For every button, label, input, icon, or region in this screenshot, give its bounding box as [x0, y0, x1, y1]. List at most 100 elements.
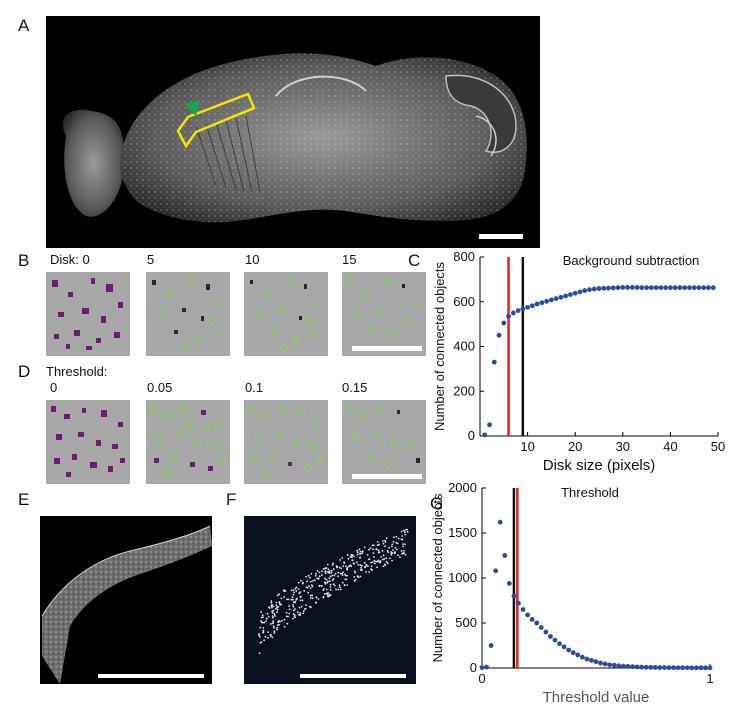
cell-dot — [283, 618, 286, 621]
cell-dot — [342, 571, 344, 574]
chart1-point — [593, 659, 599, 665]
cell-dot — [388, 546, 390, 549]
cell-dot — [337, 571, 340, 574]
cell-dot — [298, 592, 301, 595]
cell-dot — [356, 551, 359, 554]
cell-dot — [276, 611, 278, 614]
cell-dot — [270, 601, 273, 604]
panel-letter-g: G — [430, 494, 444, 513]
cell-dot — [343, 561, 345, 564]
disk-tile-15 — [342, 272, 426, 356]
cell-dot — [349, 556, 352, 558]
cell-dot — [309, 580, 312, 583]
cell-dot — [295, 590, 298, 592]
chart1-point — [598, 660, 603, 666]
chart1-point — [625, 663, 631, 669]
cell-dot — [292, 601, 295, 604]
chart1-ytick-label-4: 2000 — [448, 480, 477, 495]
cell-dot — [382, 540, 384, 542]
chart0-point — [496, 332, 502, 338]
threshold-label-015: 0.15 — [342, 380, 368, 395]
cell-dot — [328, 580, 331, 582]
cell-dot — [302, 610, 305, 613]
cell-dot — [372, 552, 375, 554]
cell-dot — [385, 537, 388, 540]
cell-dot — [294, 601, 296, 604]
chart0-point — [525, 304, 530, 310]
cell-dot — [300, 579, 302, 582]
cell-dot — [341, 557, 344, 559]
chart1-ytick-label-3: 1500 — [448, 525, 477, 540]
cell-dot — [279, 620, 281, 623]
cell-dot — [258, 652, 261, 655]
chart1-point — [511, 593, 517, 599]
chart1-point — [657, 665, 663, 670]
chart0-xtick-label-3: 40 — [663, 439, 677, 454]
cell-dot — [263, 639, 265, 642]
cell-dot — [384, 545, 386, 548]
cell-dot — [397, 537, 400, 540]
cell-dot — [355, 561, 358, 564]
cell-dot — [341, 574, 344, 576]
cell-dot — [270, 600, 273, 602]
cell-dot — [385, 557, 388, 560]
cell-dot — [353, 570, 356, 573]
cell-dot — [309, 594, 312, 597]
cell-dot — [375, 560, 377, 563]
cell-dot — [383, 558, 386, 560]
cell-dot — [329, 588, 332, 591]
disk-label-0: Disk: 0 — [50, 252, 90, 267]
chart0-point — [648, 285, 654, 291]
cell-dot — [311, 585, 314, 588]
cell-dot — [262, 629, 265, 632]
cell-dot — [297, 581, 300, 584]
cell-dot — [273, 627, 275, 629]
cell-dot — [271, 611, 274, 614]
cell-dot — [276, 594, 279, 597]
cell-dot — [392, 549, 394, 551]
chart1-point — [570, 650, 576, 656]
cell-dot — [347, 557, 350, 560]
chart0-ytick-label-0: 0 — [468, 428, 475, 443]
cell-dot — [329, 586, 332, 588]
cell-dot — [359, 564, 362, 566]
chart0-point — [491, 359, 497, 365]
cell-dot — [393, 536, 395, 539]
scale-bar-b — [352, 346, 422, 351]
cell-dot — [295, 598, 298, 601]
cell-dot — [335, 565, 338, 567]
cell-dot — [267, 631, 269, 633]
cell-dot — [318, 584, 321, 587]
cell-dot — [297, 588, 300, 590]
cell-dot — [259, 626, 261, 629]
cell-dot — [339, 572, 342, 575]
chart1-point — [616, 663, 622, 669]
cell-dot — [390, 554, 393, 556]
cell-dot — [309, 597, 312, 599]
cell-dot — [338, 566, 341, 569]
chart0-point — [639, 285, 645, 291]
cell-dot — [373, 556, 375, 558]
chart-threshold: 0 500 1000 1500 2000 0 1 Threshold Threshold val… — [430, 480, 714, 706]
chart0-point — [687, 285, 692, 291]
cell-dot — [293, 591, 296, 594]
cell-dot — [299, 596, 302, 598]
chart0-point — [587, 287, 592, 293]
cell-dot — [392, 540, 395, 543]
cell-dot — [379, 560, 381, 563]
chart1-point — [689, 665, 695, 671]
scale-bar-f — [300, 674, 406, 678]
cell-dot — [271, 636, 274, 639]
cell-dot — [400, 530, 403, 533]
cell-dot — [299, 591, 302, 593]
threshold-tile-005 — [146, 400, 230, 484]
cell-dot — [341, 572, 343, 575]
chart1-ytick-label-1: 500 — [455, 615, 477, 630]
cell-dot — [324, 572, 327, 574]
chart0-point — [482, 432, 488, 438]
cell-dot — [271, 615, 274, 618]
cell-dot — [310, 573, 313, 575]
cell-dot — [317, 577, 320, 580]
chart0-point — [658, 285, 664, 291]
cell-dot — [265, 620, 267, 623]
